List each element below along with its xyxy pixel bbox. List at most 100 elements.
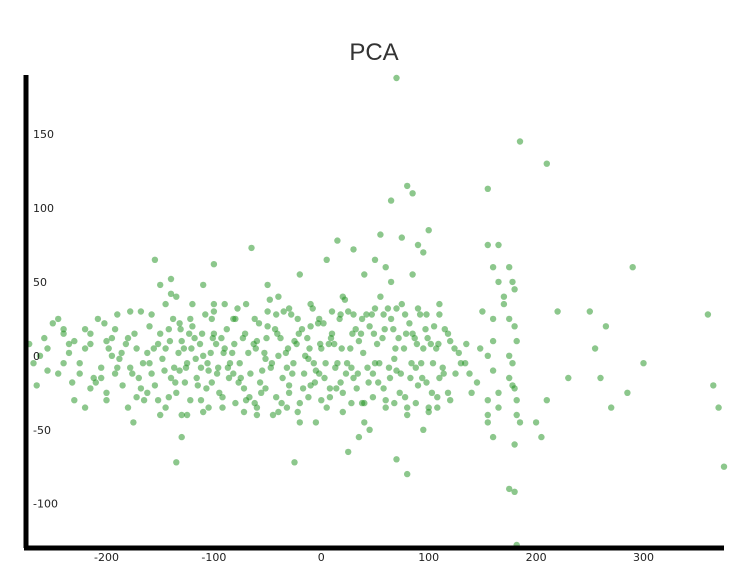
data-point (144, 349, 151, 357)
data-point (401, 311, 409, 318)
data-point (87, 340, 94, 348)
data-point (140, 397, 148, 404)
data-point (436, 311, 443, 318)
data-point (187, 315, 194, 323)
data-point (398, 300, 405, 308)
data-point (355, 433, 363, 441)
data-point (148, 311, 155, 318)
data-point (411, 334, 418, 342)
data-point (298, 326, 306, 333)
data-point (76, 360, 83, 367)
data-point (219, 394, 226, 401)
data-point (316, 315, 323, 323)
data-point (424, 334, 431, 342)
data-point (484, 352, 491, 359)
data-point (245, 349, 252, 357)
data-point (148, 370, 155, 377)
data-point (49, 320, 56, 327)
data-point (339, 408, 346, 416)
data-point (191, 334, 198, 342)
data-point (154, 340, 162, 348)
data-point (114, 311, 121, 318)
data-point (162, 345, 169, 352)
data-point (513, 397, 520, 404)
data-point (165, 326, 172, 333)
data-point (259, 367, 266, 374)
data-point (414, 305, 422, 312)
data-point (118, 349, 125, 357)
data-point (420, 249, 427, 256)
data-point (187, 397, 194, 404)
data-point (65, 349, 73, 357)
points-layer (26, 74, 728, 549)
data-point (172, 379, 179, 386)
data-point (41, 334, 48, 342)
data-point (98, 364, 105, 371)
data-point (253, 404, 261, 411)
data-point (506, 374, 513, 382)
data-point (423, 379, 430, 386)
data-point (230, 315, 237, 323)
data-point (373, 340, 381, 348)
data-point (263, 334, 270, 342)
data-point (350, 246, 357, 253)
data-point (489, 264, 497, 271)
data-point (407, 374, 414, 382)
data-point (173, 293, 180, 300)
data-point (484, 411, 491, 419)
data-point (224, 364, 232, 371)
data-point (423, 311, 430, 318)
data-point (511, 385, 518, 392)
data-point (371, 256, 379, 263)
data-point (419, 374, 426, 382)
x-tick-label: -200 (94, 551, 119, 564)
y-tick-label: 0 (33, 350, 40, 363)
data-point (213, 370, 221, 377)
data-point (484, 185, 491, 192)
data-point (288, 311, 295, 318)
data-point (296, 271, 303, 278)
data-point (183, 411, 191, 419)
data-point (300, 370, 308, 377)
data-point (513, 337, 520, 345)
data-point (380, 385, 387, 392)
data-point (408, 360, 415, 367)
data-point (334, 237, 341, 244)
data-point (506, 485, 513, 493)
data-point (221, 300, 228, 308)
chart-title: PCA (349, 39, 398, 66)
data-point (60, 360, 67, 367)
x-tick-label: 100 (418, 551, 439, 564)
data-point (256, 379, 264, 386)
data-point (369, 370, 377, 377)
data-point (205, 404, 212, 411)
data-point (375, 379, 382, 386)
data-point (409, 190, 416, 197)
data-point (275, 352, 282, 359)
data-point (320, 320, 327, 327)
data-point (55, 370, 62, 377)
data-point (127, 308, 134, 315)
data-point (188, 345, 195, 352)
y-tick-label: 50 (33, 276, 47, 289)
data-point (414, 241, 422, 249)
data-point (337, 379, 344, 386)
data-point (348, 399, 355, 407)
data-point (261, 349, 268, 357)
data-point (204, 360, 211, 367)
data-point (209, 334, 216, 342)
data-point (331, 340, 338, 348)
data-point (332, 364, 339, 371)
data-point (397, 370, 404, 377)
data-point (412, 399, 419, 407)
data-point (434, 394, 441, 401)
data-point (597, 374, 604, 382)
data-point (162, 300, 169, 308)
data-point (305, 394, 312, 401)
data-point (208, 315, 215, 323)
data-point (543, 160, 550, 167)
data-point (176, 367, 183, 374)
data-point (586, 308, 593, 315)
data-point (402, 330, 410, 337)
